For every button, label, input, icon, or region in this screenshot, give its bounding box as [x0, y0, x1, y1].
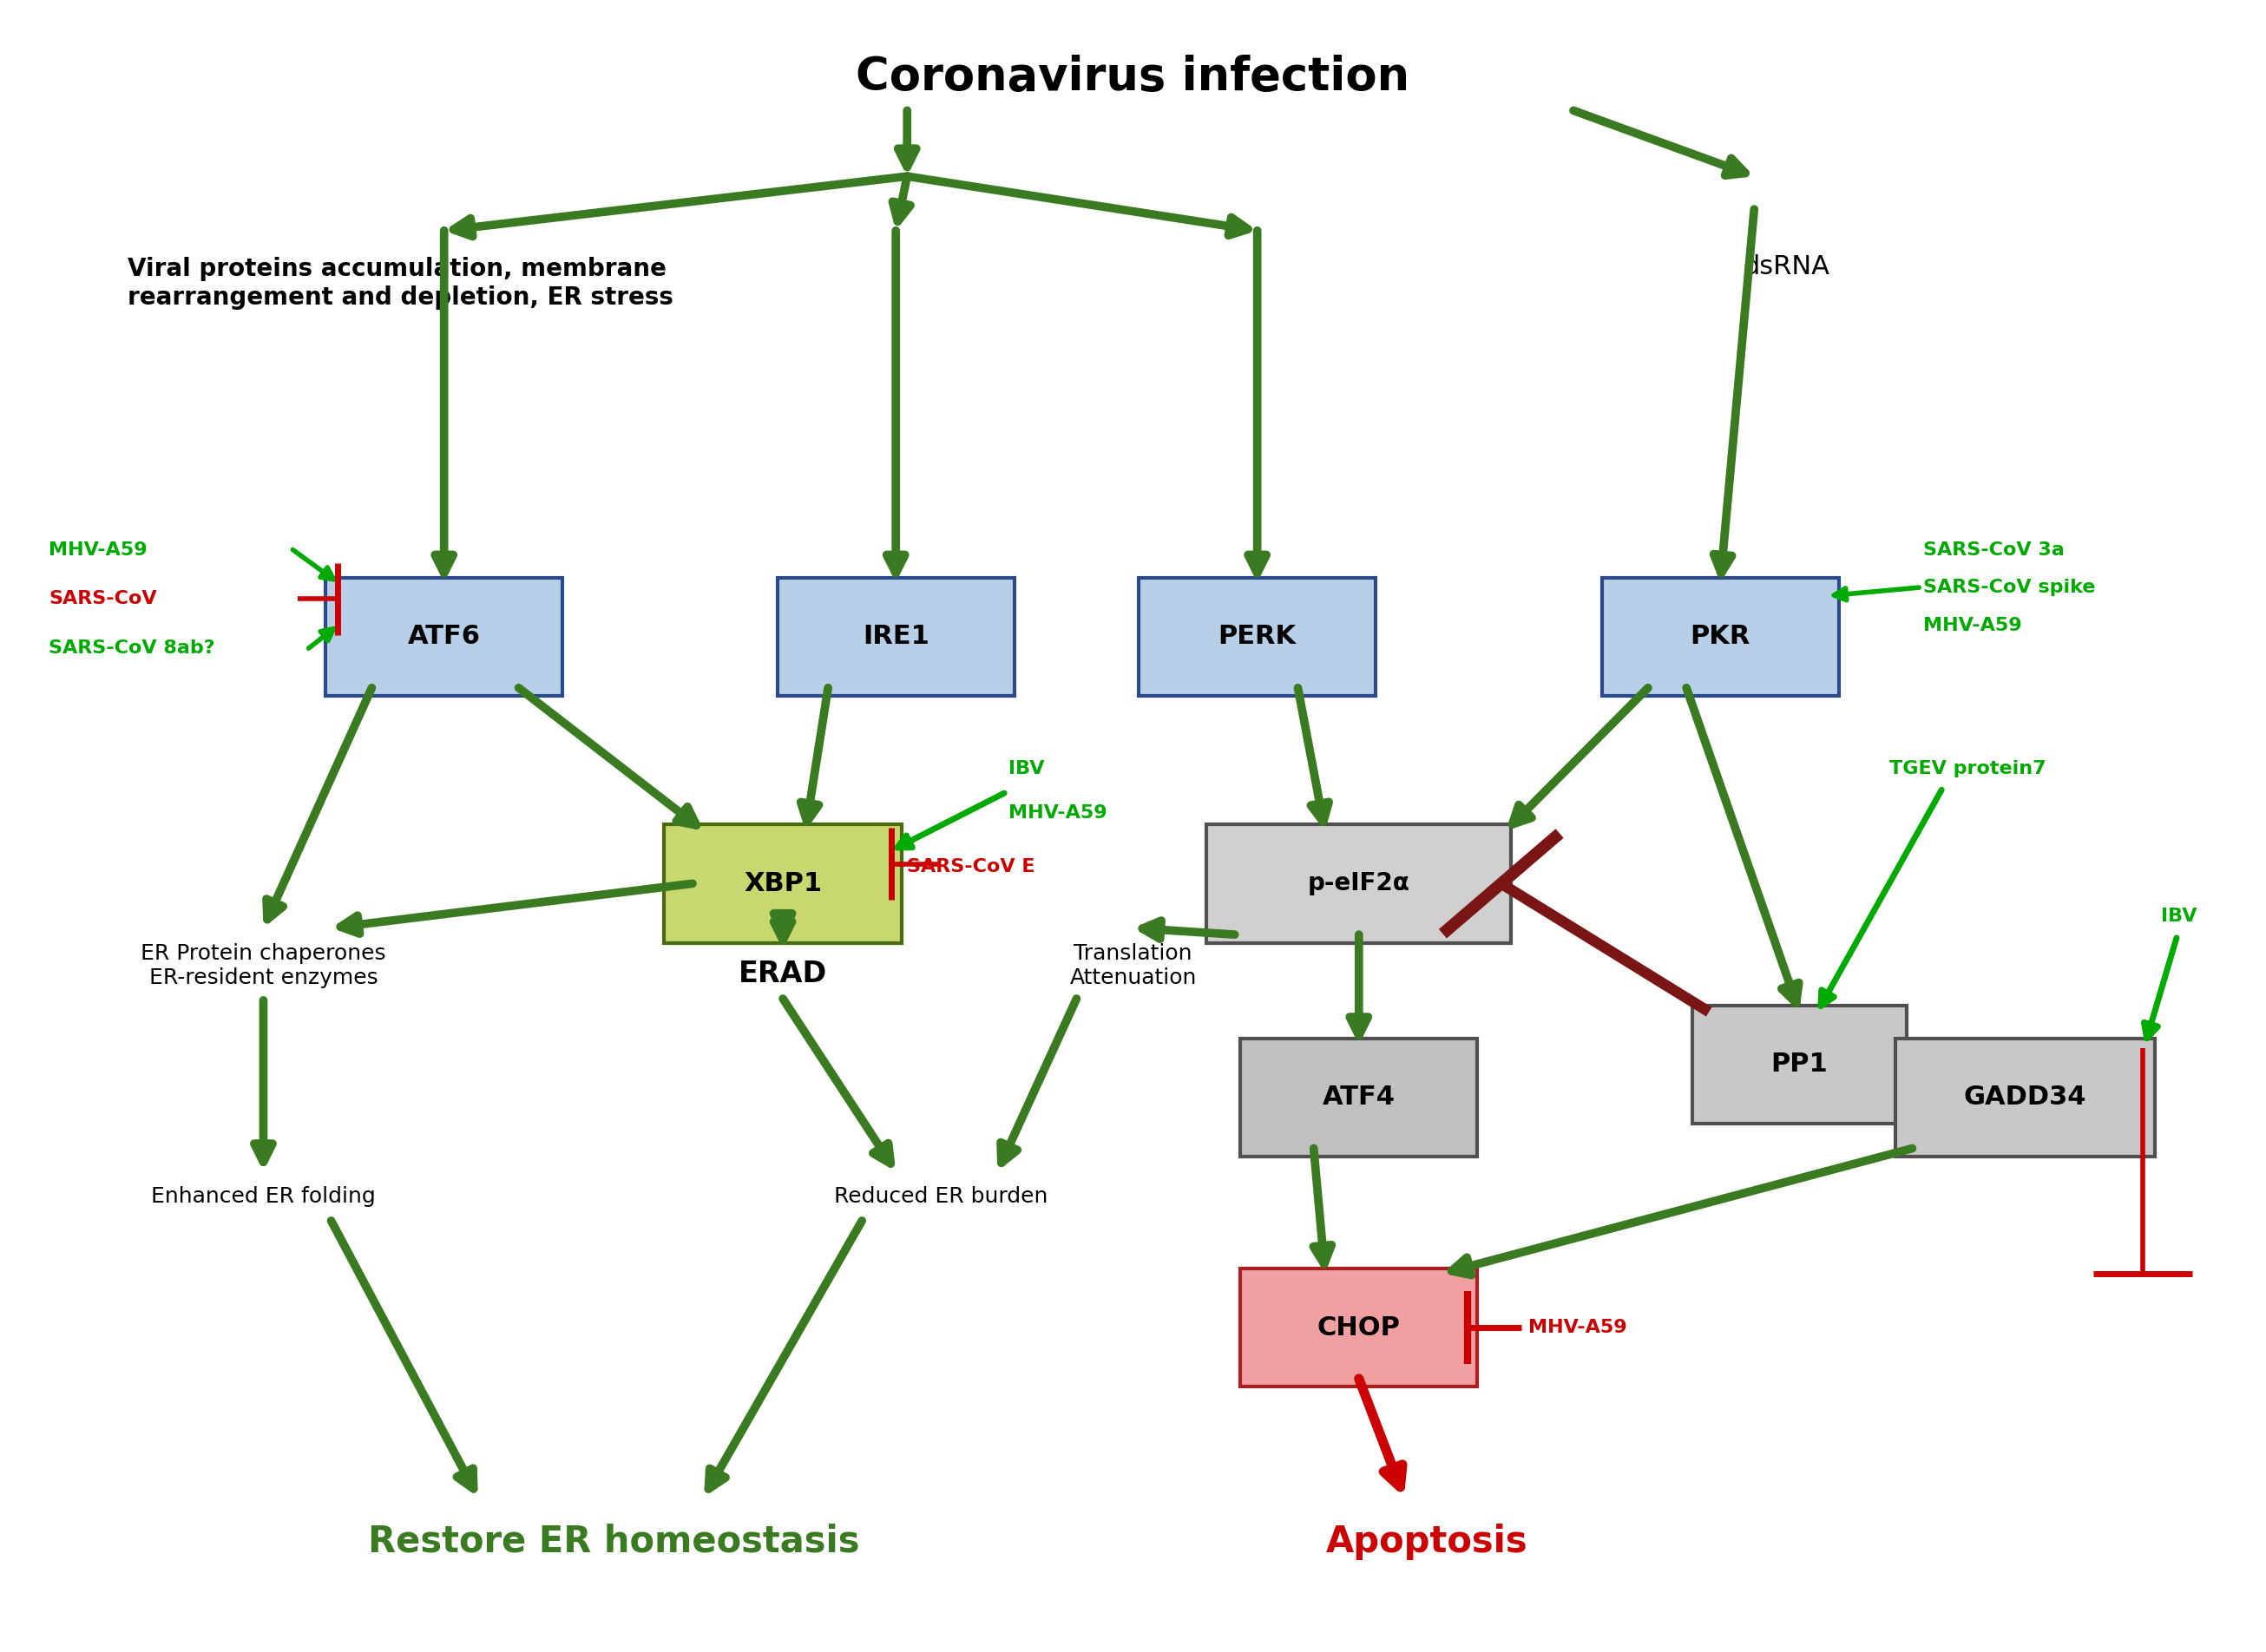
FancyBboxPatch shape	[1240, 1037, 1477, 1156]
Text: ERAD: ERAD	[739, 960, 827, 988]
FancyBboxPatch shape	[1602, 578, 1840, 695]
Text: ER Protein chaperones
ER-resident enzymes: ER Protein chaperones ER-resident enzyme…	[140, 943, 385, 988]
Text: MHV-A59: MHV-A59	[50, 540, 147, 558]
Text: TGEV protein7: TGEV protein7	[1890, 760, 2046, 776]
Text: XBP1: XBP1	[743, 871, 823, 895]
Text: SARS-CoV 8ab?: SARS-CoV 8ab?	[50, 639, 215, 657]
Text: MHV-A59: MHV-A59	[1008, 805, 1108, 821]
Text: PP1: PP1	[1770, 1052, 1829, 1077]
Text: Restore ER homeostasis: Restore ER homeostasis	[367, 1523, 859, 1559]
Text: SARS-CoV 3a: SARS-CoV 3a	[1924, 540, 2064, 558]
Text: SARS-CoV E: SARS-CoV E	[906, 859, 1036, 876]
Text: Viral proteins accumulation, membrane
rearrangement and depletion, ER stress: Viral proteins accumulation, membrane re…	[127, 258, 673, 309]
Text: MHV-A59: MHV-A59	[1527, 1318, 1627, 1336]
FancyBboxPatch shape	[664, 824, 902, 943]
Text: p-eIF2α: p-eIF2α	[1307, 871, 1409, 895]
Text: GADD34: GADD34	[1965, 1085, 2087, 1110]
Text: IRE1: IRE1	[863, 624, 929, 649]
Text: CHOP: CHOP	[1317, 1315, 1400, 1340]
Text: PKR: PKR	[1690, 624, 1749, 649]
Text: SARS-CoV spike: SARS-CoV spike	[1924, 578, 2096, 596]
Text: Reduced ER burden: Reduced ER burden	[834, 1186, 1047, 1206]
FancyBboxPatch shape	[777, 578, 1015, 695]
FancyBboxPatch shape	[1206, 824, 1511, 943]
Text: SARS-CoV: SARS-CoV	[50, 590, 156, 608]
Text: dsRNA: dsRNA	[1743, 254, 1829, 279]
Text: PERK: PERK	[1219, 624, 1296, 649]
FancyBboxPatch shape	[1138, 578, 1375, 695]
Text: IBV: IBV	[2162, 909, 2196, 925]
Text: ATF4: ATF4	[1323, 1085, 1396, 1110]
Text: Translation
Attenuation: Translation Attenuation	[1070, 943, 1196, 988]
FancyBboxPatch shape	[326, 578, 562, 695]
FancyBboxPatch shape	[1693, 1006, 1906, 1123]
Text: MHV-A59: MHV-A59	[1924, 616, 2021, 634]
Text: IBV: IBV	[1008, 760, 1045, 776]
Text: Apoptosis: Apoptosis	[1326, 1523, 1527, 1559]
Text: Enhanced ER folding: Enhanced ER folding	[152, 1186, 376, 1206]
FancyBboxPatch shape	[1240, 1269, 1477, 1388]
Text: Coronavirus infection: Coronavirus infection	[857, 55, 1409, 101]
Text: ATF6: ATF6	[408, 624, 480, 649]
FancyBboxPatch shape	[1894, 1037, 2155, 1156]
